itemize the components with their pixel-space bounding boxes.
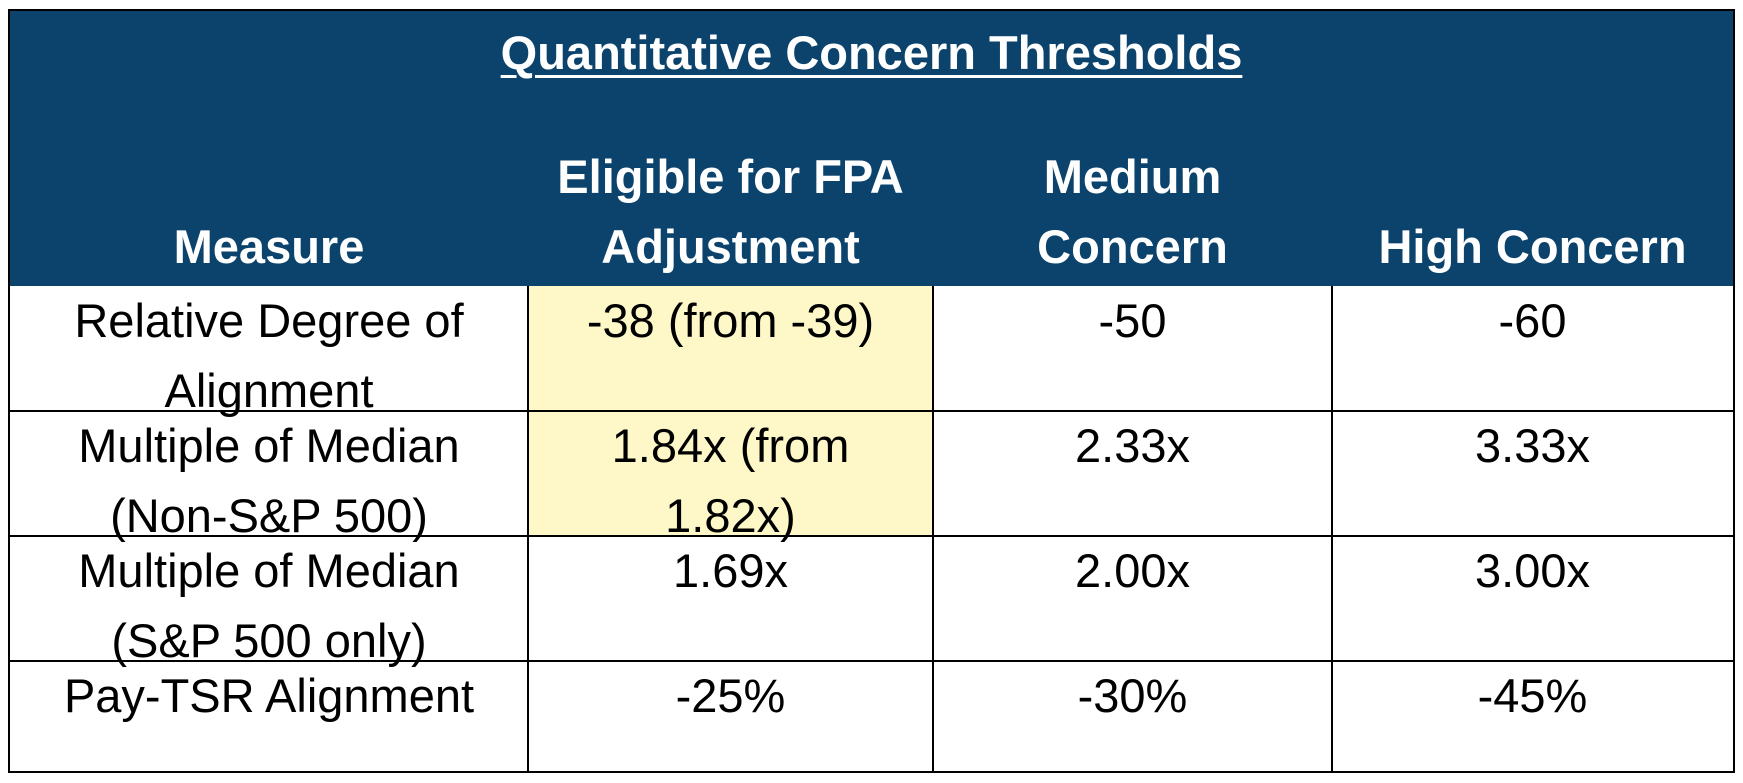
row-divider (10, 535, 1733, 537)
row-divider (10, 660, 1733, 662)
table-cell-fpa: -38 (from -39) (528, 286, 933, 411)
table-cell-fpa: -25% (675, 669, 786, 722)
table-title: Quantitative Concern Thresholds (500, 26, 1243, 79)
table-cell-medium: 2.00x (1075, 544, 1190, 597)
table-cell-measure: Multiple of Median (Non-S&P 500) (78, 419, 460, 542)
row-divider (10, 410, 1733, 412)
column-header-measure: Measure (173, 220, 365, 273)
table-cell-medium: 2.33x (1075, 419, 1190, 472)
column-divider (1331, 286, 1333, 771)
table-body: Relative Degree of Alignment -38 (from -… (10, 286, 1733, 771)
table-cell-high: -60 (1498, 294, 1567, 347)
table-header: Quantitative Concern Thresholds Measure … (10, 11, 1733, 286)
table-cell-fpa: 1.84x (from 1.82x) (528, 411, 933, 542)
table-cell-high: 3.00x (1475, 544, 1590, 597)
table-cell-medium: -30% (1077, 669, 1188, 722)
table-cell-measure: Pay-TSR Alignment (63, 669, 475, 722)
column-header-medium-concern: Medium Concern (1037, 150, 1228, 273)
table-cell-measure: Relative Degree of Alignment (74, 294, 464, 417)
column-header-fpa-adjustment: Eligible for FPA Adjustment (557, 150, 904, 273)
table-cell-high: -45% (1477, 669, 1588, 722)
column-divider (527, 286, 529, 771)
column-header-high-concern: High Concern (1378, 220, 1687, 273)
table-cell-medium: -50 (1098, 294, 1167, 347)
table-cell-fpa: 1.69x (673, 544, 788, 597)
thresholds-table: Quantitative Concern Thresholds Measure … (8, 9, 1735, 773)
column-divider (932, 286, 934, 771)
table-cell-high: 3.33x (1475, 419, 1590, 472)
table-cell-measure: Multiple of Median (S&P 500 only) (78, 544, 460, 667)
